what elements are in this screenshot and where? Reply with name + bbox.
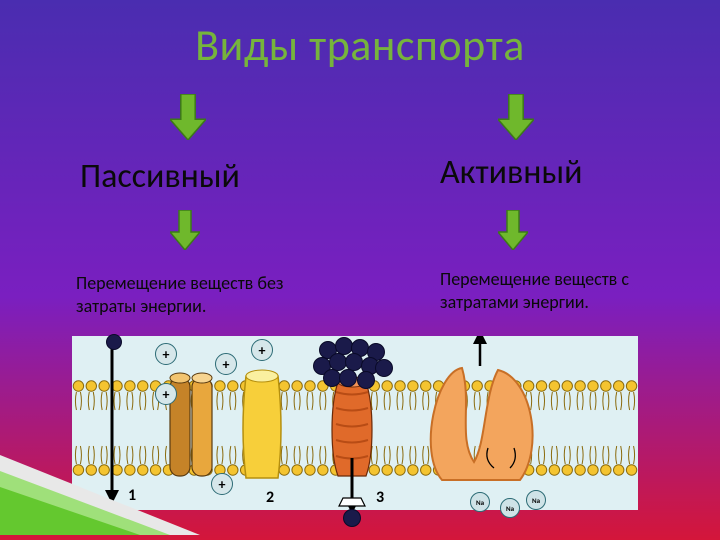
molecule-dark (343, 509, 361, 527)
ion-plus: + (155, 343, 177, 365)
ion-plus: + (155, 383, 177, 405)
molecule-dark (339, 369, 357, 387)
arrow-active-to-desc (498, 210, 528, 255)
active-heading: Активный (440, 152, 582, 193)
protein-4 (431, 368, 533, 480)
ion-na: Na (500, 498, 520, 518)
corner-accent (0, 425, 220, 540)
diagram-label-2: 2 (266, 488, 274, 507)
molecule-dark (357, 371, 375, 389)
active-desc: Перемещение веществ с затратами энергии. (440, 268, 665, 313)
ion-plus: + (215, 353, 237, 375)
title-text: Виды транспорта (195, 18, 525, 72)
page-title: Виды транспорта (0, 0, 720, 72)
ion-na: Na (470, 492, 490, 512)
arrow-title-to-active (498, 94, 534, 145)
passive-heading-text: Пассивный (80, 156, 240, 197)
active-heading-text: Активный (440, 152, 582, 193)
diagram-arrow-4-up (473, 336, 487, 366)
arrow-title-to-passive (170, 94, 206, 145)
molecule-dark (106, 334, 122, 350)
passive-desc: Перемещение веществ без затраты энергии. (76, 272, 346, 317)
diagram-label-3: 3 (376, 488, 384, 507)
passive-heading: Пассивный (80, 156, 240, 197)
protein-2 (243, 370, 281, 478)
passive-desc-text: Перемещение веществ без затраты энергии. (76, 272, 284, 317)
active-desc-text: Перемещение веществ с затратами энергии. (440, 268, 629, 313)
ion-na: Na (526, 490, 546, 510)
arrow-passive-to-desc (170, 210, 200, 255)
ion-plus: + (251, 339, 273, 361)
molecule-dark (375, 359, 393, 377)
